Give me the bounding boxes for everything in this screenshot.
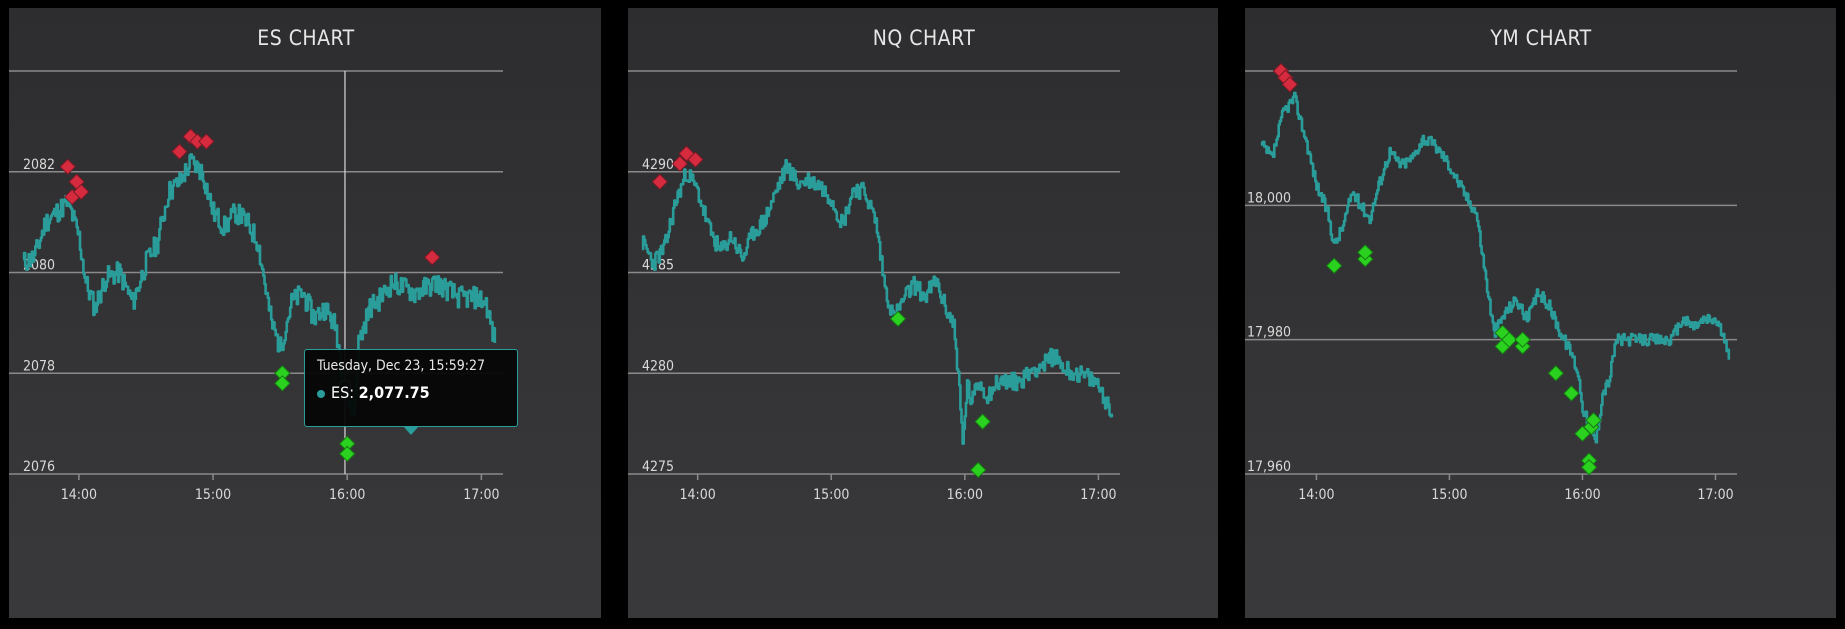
buy-marker xyxy=(1356,244,1374,261)
nq-chart-panel: NQ CHART 4275 4280 4285 4290 14:00 15:00 16:0… xyxy=(628,8,1218,618)
sell-marker xyxy=(423,249,441,266)
es-chart-panel: ES CHART 2076 2078 2080 2082 14:00 15:00 16:0… xyxy=(9,8,601,618)
buy-marker xyxy=(1514,331,1531,348)
x-tick-label: 17:00 xyxy=(463,487,499,503)
x-tick-label: 16:00 xyxy=(947,487,983,503)
buy-marker xyxy=(969,461,987,479)
y-tick-label: 17,980 xyxy=(1247,325,1291,341)
x-axis: 14:00 15:00 16:00 17:00 xyxy=(61,474,499,503)
x-tick-label: 16:00 xyxy=(1564,487,1600,503)
buy-marker xyxy=(1325,257,1343,274)
x-axis: 14:00 15:00 16:00 17:00 xyxy=(680,474,1117,503)
price-line[interactable] xyxy=(22,153,497,418)
sell-marker xyxy=(1281,76,1299,93)
y-axis: 4275 4280 4285 4290 xyxy=(642,157,674,475)
x-tick-label: 15:00 xyxy=(1431,487,1467,503)
x-tick-label: 14:00 xyxy=(680,487,716,503)
y-tick-label: 2078 xyxy=(23,358,55,374)
chart-title: ES CHART xyxy=(257,26,354,50)
x-tick-label: 15:00 xyxy=(813,487,849,503)
tooltip-series-label: ES xyxy=(331,383,350,402)
y-tick-label: 17,960 xyxy=(1247,459,1291,475)
x-tick-label: 14:00 xyxy=(61,487,97,503)
gridlines xyxy=(1245,70,1737,475)
y-tick-label: 4290 xyxy=(642,157,674,173)
trade-markers[interactable] xyxy=(1272,62,1602,476)
gridlines xyxy=(628,70,1120,475)
sell-marker xyxy=(171,143,188,160)
buy-marker xyxy=(1580,459,1598,476)
sell-marker xyxy=(72,183,90,201)
chart-title: YM CHART xyxy=(1489,26,1591,50)
y-tick-label: 2076 xyxy=(23,459,55,475)
chart-title: NQ CHART xyxy=(873,26,975,50)
y-tick-label: 2082 xyxy=(23,157,55,173)
sell-marker xyxy=(182,128,199,145)
buy-marker xyxy=(274,375,291,392)
tooltip-value: 2,077.75 xyxy=(358,383,430,402)
sell-marker xyxy=(198,133,215,150)
trade-markers[interactable] xyxy=(651,145,991,479)
x-tick-label: 17:00 xyxy=(1697,487,1733,503)
price-tooltip: Tuesday, Dec 23, 15:59:27 ES: 2,077.75 xyxy=(304,349,518,435)
tooltip-pointer xyxy=(403,426,419,435)
y-tick-label: 18,000 xyxy=(1247,190,1291,206)
trade-markers[interactable] xyxy=(59,128,441,463)
x-tick-label: 16:00 xyxy=(329,487,365,503)
y-tick-label: 4275 xyxy=(642,459,674,475)
sell-marker xyxy=(687,151,704,168)
ym-chart[interactable]: YM CHART 17,960 17,980 18,000 14:00 15:00 16… xyxy=(1245,8,1836,618)
buy-marker xyxy=(974,413,991,430)
buy-marker xyxy=(1547,365,1565,382)
series-dot-icon xyxy=(317,390,325,398)
y-tick-label: 4285 xyxy=(642,258,674,274)
y-tick-label: 4280 xyxy=(642,358,674,374)
ym-chart-panel: YM CHART 17,960 17,980 18,000 14:00 15:00 16… xyxy=(1245,8,1836,618)
x-tick-label: 15:00 xyxy=(195,487,231,503)
buy-marker xyxy=(1585,412,1602,429)
price-line[interactable] xyxy=(1260,91,1731,444)
y-axis: 17,960 17,980 18,000 xyxy=(1247,190,1291,475)
price-line[interactable] xyxy=(641,158,1114,445)
x-axis: 14:00 15:00 16:00 17:00 xyxy=(1298,474,1734,503)
buy-marker xyxy=(1563,385,1580,402)
buy-marker xyxy=(1501,331,1518,348)
buy-marker xyxy=(889,310,907,328)
x-tick-label: 14:00 xyxy=(1298,487,1334,503)
nq-chart[interactable]: NQ CHART 4275 4280 4285 4290 14:00 15:00 16:0… xyxy=(628,8,1218,618)
sell-marker xyxy=(671,155,689,172)
buy-marker xyxy=(338,445,356,463)
tooltip-date: Tuesday, Dec 23, 15:59:27 xyxy=(317,358,485,374)
sell-marker xyxy=(59,158,76,175)
tooltip-value-row: ES: 2,077.75 xyxy=(317,383,505,402)
gridlines xyxy=(9,70,503,475)
sell-marker xyxy=(651,173,669,191)
x-tick-label: 17:00 xyxy=(1080,487,1116,503)
